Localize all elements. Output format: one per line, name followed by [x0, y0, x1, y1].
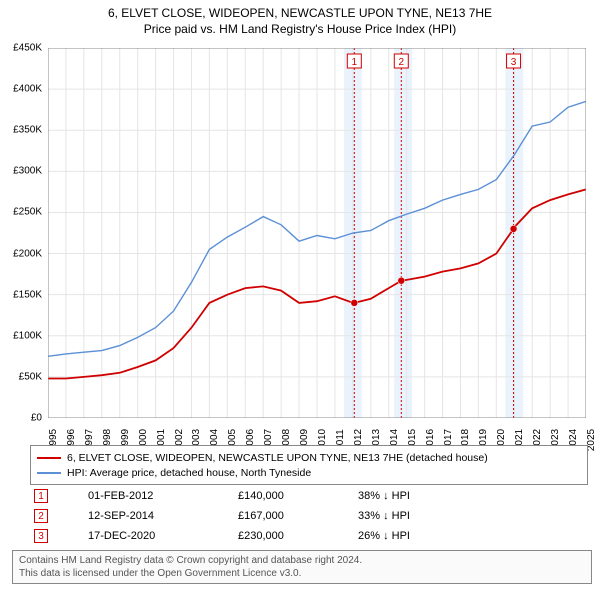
svg-text:1: 1	[352, 57, 358, 68]
legend: 6, ELVET CLOSE, WIDEOPEN, NEWCASTLE UPON…	[30, 445, 588, 485]
legend-swatch	[37, 457, 61, 459]
chart-container: 6, ELVET CLOSE, WIDEOPEN, NEWCASTLE UPON…	[0, 0, 600, 590]
marker-row: 3 17-DEC-2020£230,00026% ↓ HPI	[30, 526, 588, 546]
marker-price: £140,000	[238, 490, 358, 502]
marker-badge: 3	[34, 529, 48, 543]
title-block: 6, ELVET CLOSE, WIDEOPEN, NEWCASTLE UPON…	[0, 0, 600, 38]
y-axis: £0£50K£100K£150K£200K£250K£300K£350K£400…	[0, 48, 46, 418]
svg-text:3: 3	[511, 57, 517, 68]
marker-row: 1 01-FEB-2012£140,00038% ↓ HPI	[30, 486, 588, 506]
marker-row: 2 12-SEP-2014£167,00033% ↓ HPI	[30, 506, 588, 526]
title-line-2: Price paid vs. HM Land Registry's House …	[10, 22, 590, 36]
y-tick-label: £450K	[13, 43, 42, 54]
footer-line-2: This data is licensed under the Open Gov…	[19, 567, 585, 580]
marker-date: 01-FEB-2012	[88, 490, 238, 502]
legend-swatch	[37, 472, 61, 474]
legend-item: 6, ELVET CLOSE, WIDEOPEN, NEWCASTLE UPON…	[37, 450, 581, 465]
x-axis: 1995199619971998199920002001200220032004…	[48, 418, 586, 444]
marker-table: 1 01-FEB-2012£140,00038% ↓ HPI 2 12-SEP-201…	[30, 486, 588, 546]
marker-badge: 2	[34, 509, 48, 523]
svg-text:2: 2	[399, 57, 405, 68]
y-tick-label: £0	[31, 413, 42, 424]
legend-label: 6, ELVET CLOSE, WIDEOPEN, NEWCASTLE UPON…	[67, 452, 488, 464]
y-tick-label: £400K	[13, 84, 42, 95]
chart-plot: 1 2 3	[48, 48, 586, 418]
marker-diff: 33% ↓ HPI	[358, 510, 468, 522]
marker-date: 17-DEC-2020	[88, 530, 238, 542]
y-tick-label: £100K	[13, 330, 42, 341]
marker-price: £230,000	[238, 530, 358, 542]
y-tick-label: £350K	[13, 125, 42, 136]
y-tick-label: £50K	[19, 371, 42, 382]
y-tick-label: £150K	[13, 289, 42, 300]
y-tick-label: £200K	[13, 248, 42, 259]
y-tick-label: £300K	[13, 166, 42, 177]
marker-price: £167,000	[238, 510, 358, 522]
marker-diff: 38% ↓ HPI	[358, 490, 468, 502]
marker-badge: 1	[34, 489, 48, 503]
legend-label: HPI: Average price, detached house, Nort…	[67, 467, 311, 479]
footer: Contains HM Land Registry data © Crown c…	[12, 550, 592, 584]
title-line-1: 6, ELVET CLOSE, WIDEOPEN, NEWCASTLE UPON…	[10, 6, 590, 20]
footer-line-1: Contains HM Land Registry data © Crown c…	[19, 554, 585, 567]
legend-item: HPI: Average price, detached house, Nort…	[37, 465, 581, 480]
marker-date: 12-SEP-2014	[88, 510, 238, 522]
y-tick-label: £250K	[13, 207, 42, 218]
marker-diff: 26% ↓ HPI	[358, 530, 468, 542]
